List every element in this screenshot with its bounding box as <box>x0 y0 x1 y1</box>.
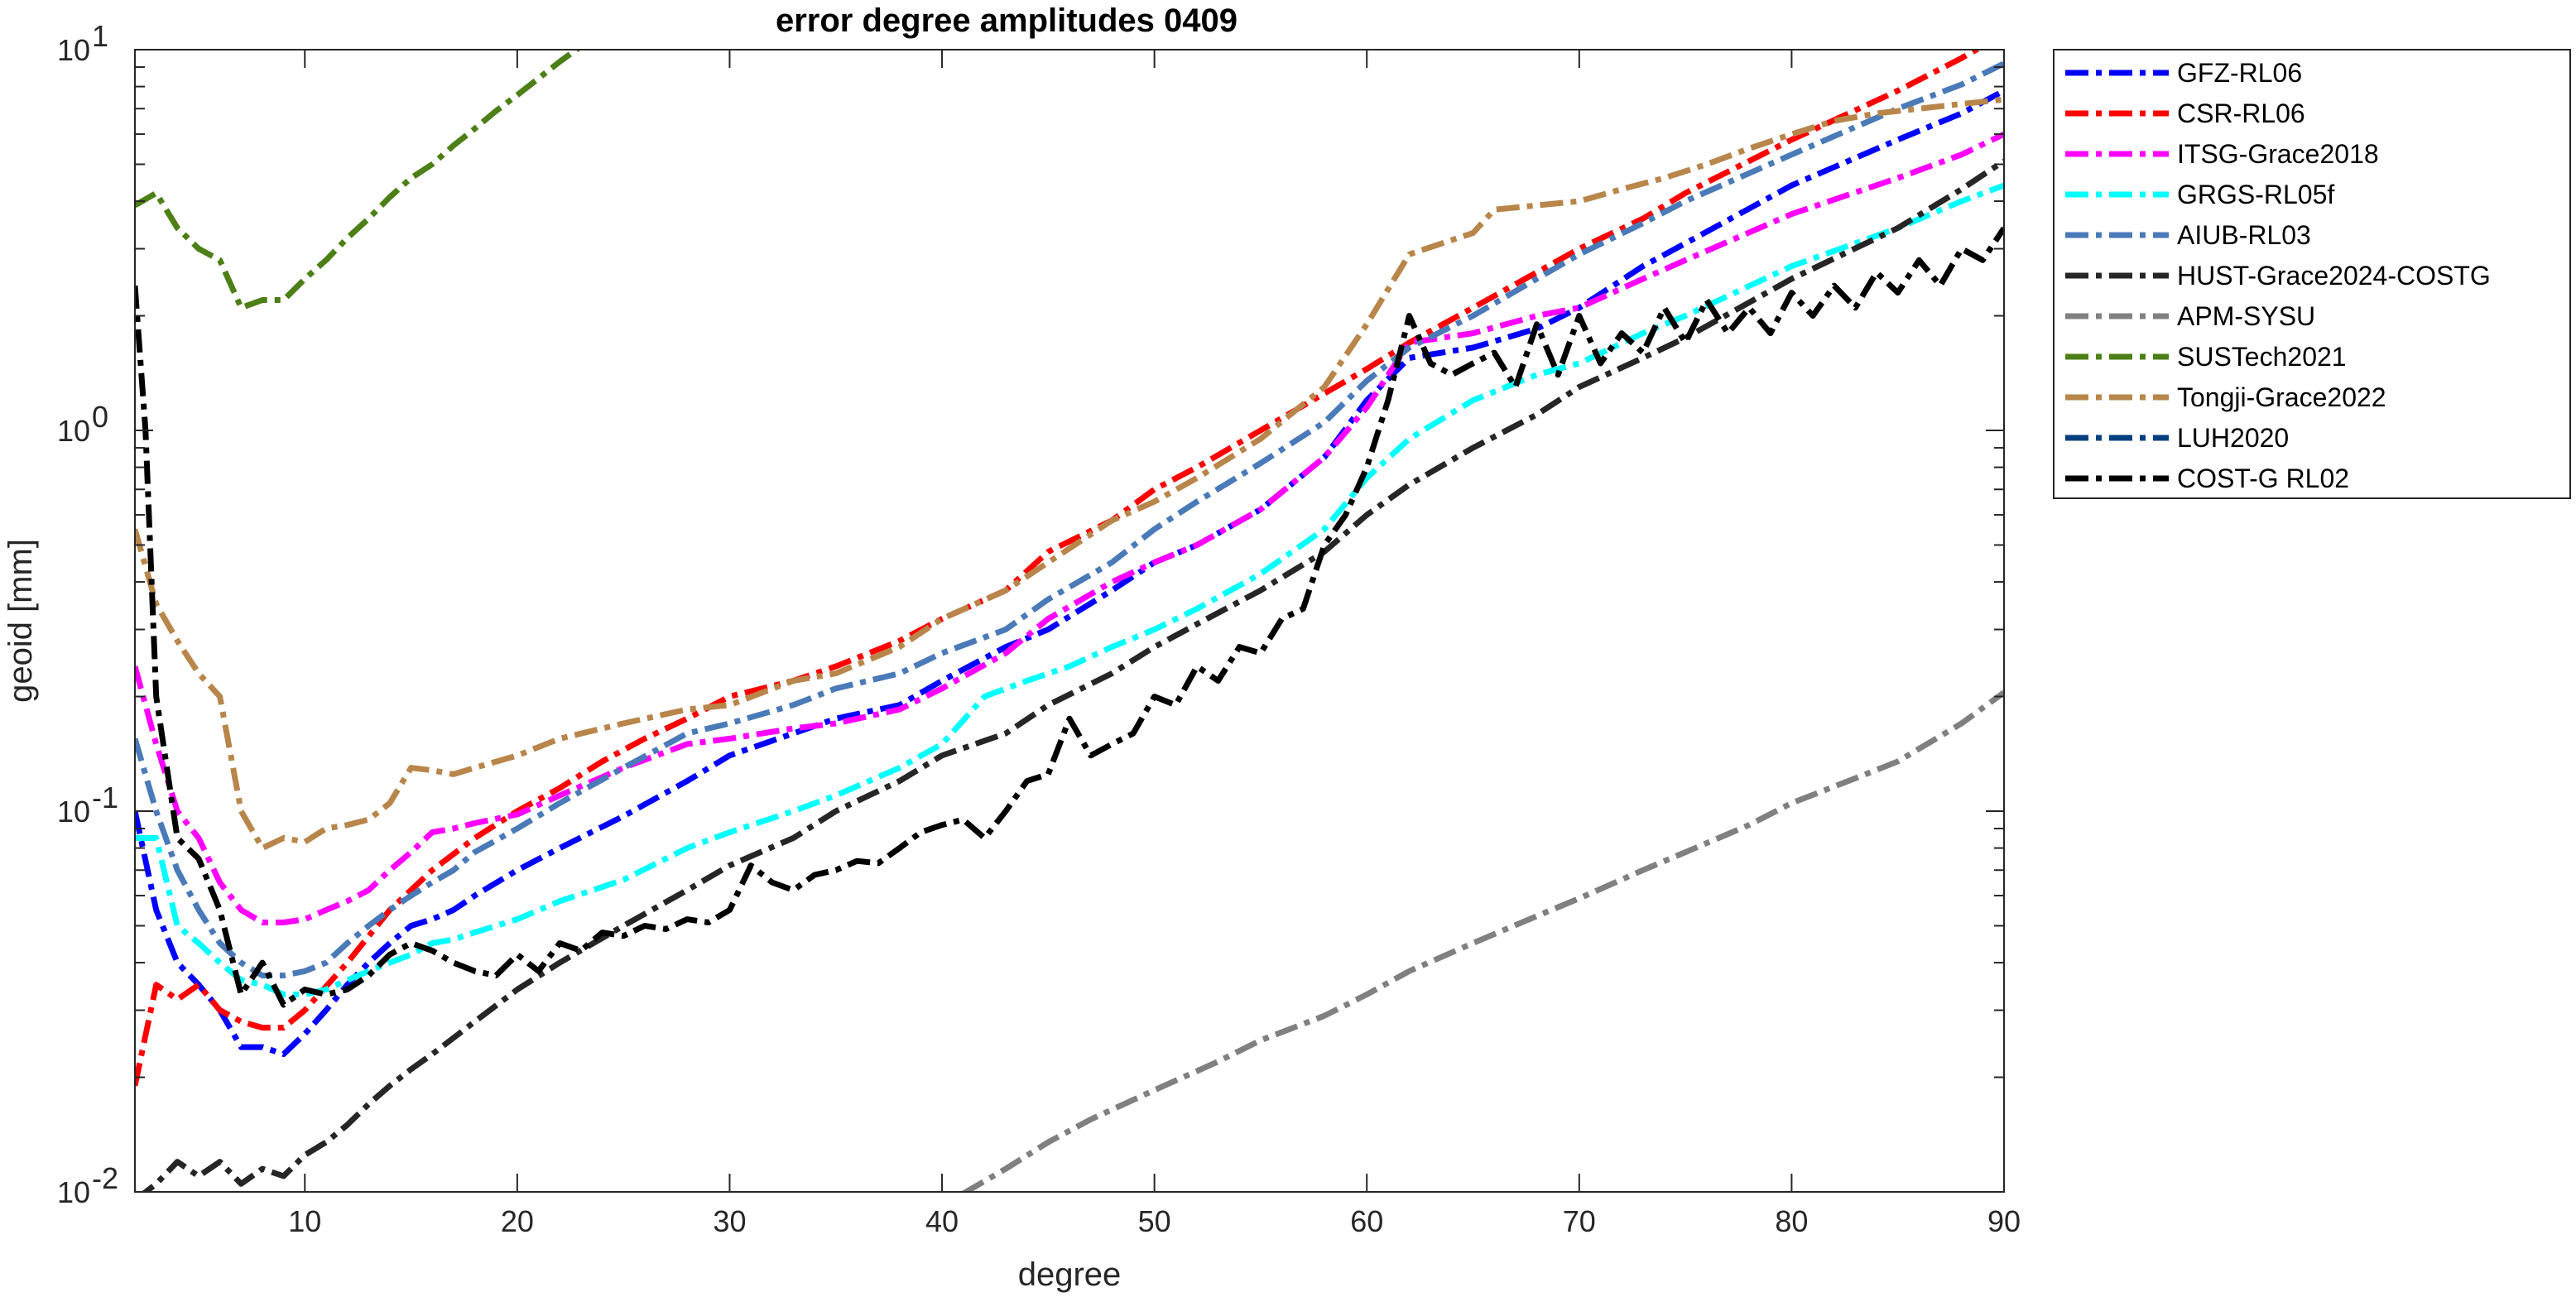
series-line-1 <box>135 50 1982 1087</box>
legend-label-4: AIUB-RL03 <box>2177 220 2311 250</box>
y-tick-exponent: 1 <box>92 19 108 53</box>
legend-label-9: LUH2020 <box>2177 423 2289 453</box>
plot-series <box>135 50 2004 1192</box>
legend-label-0: GFZ-RL06 <box>2177 58 2302 88</box>
x-tick-label: 30 <box>713 1204 746 1238</box>
x-tick-label: 60 <box>1350 1204 1383 1238</box>
series-line-5 <box>141 158 2004 1192</box>
x-axis-label: degree <box>1018 1256 1122 1293</box>
x-tick-label: 80 <box>1775 1204 1808 1238</box>
x-tick-label: 20 <box>501 1204 534 1238</box>
legend-label-5: HUST-Grace2024-COSTG <box>2177 261 2491 291</box>
series-line-10 <box>135 226 2004 1008</box>
legend-label-8: Tongji-Grace2022 <box>2177 382 2386 412</box>
y-tick-exponent: -1 <box>92 781 118 814</box>
series-line-0 <box>135 88 2004 1058</box>
y-tick-label: 10 <box>57 1175 90 1209</box>
x-tick-label: 40 <box>925 1204 959 1238</box>
x-tick-label: 50 <box>1138 1204 1171 1238</box>
y-tick-label: 10 <box>57 33 90 67</box>
y-axis-label: geoid [mm] <box>2 539 39 703</box>
y-tick-label: 10 <box>57 795 90 829</box>
x-axis: 10 20 30 40 50 60 70 80 90 <box>288 50 2021 1238</box>
legend-label-10: COST-G RL02 <box>2177 464 2349 493</box>
legend-label-2: ITSG-Grace2018 <box>2177 139 2379 169</box>
series-line-4 <box>135 60 2004 979</box>
legend-label-1: CSR-RL06 <box>2177 98 2305 128</box>
plot-frame <box>134 49 2005 1193</box>
legend: GFZ-RL06 CSR-RL06 ITSG-Grace2018 GRGS-RL05f… <box>2053 49 2571 499</box>
legend-label-6: APM-SYSU <box>2177 301 2315 331</box>
y-tick-exponent: -2 <box>92 1161 118 1195</box>
x-tick-label: 70 <box>1563 1204 1596 1238</box>
y-tick-exponent: 0 <box>92 400 108 434</box>
x-tick-label: 10 <box>288 1204 321 1238</box>
y-tick-label: 10 <box>57 414 90 448</box>
series-line-8 <box>135 96 2004 852</box>
x-tick-label: 90 <box>1987 1204 2021 1238</box>
legend-label-7: SUSTech2021 <box>2177 342 2347 372</box>
series-line-7 <box>135 50 582 311</box>
series-line-2 <box>135 131 2004 925</box>
chart-title: error degree amplitudes 0409 <box>776 2 1238 39</box>
legend-label-3: GRGS-RL05f <box>2177 180 2334 209</box>
